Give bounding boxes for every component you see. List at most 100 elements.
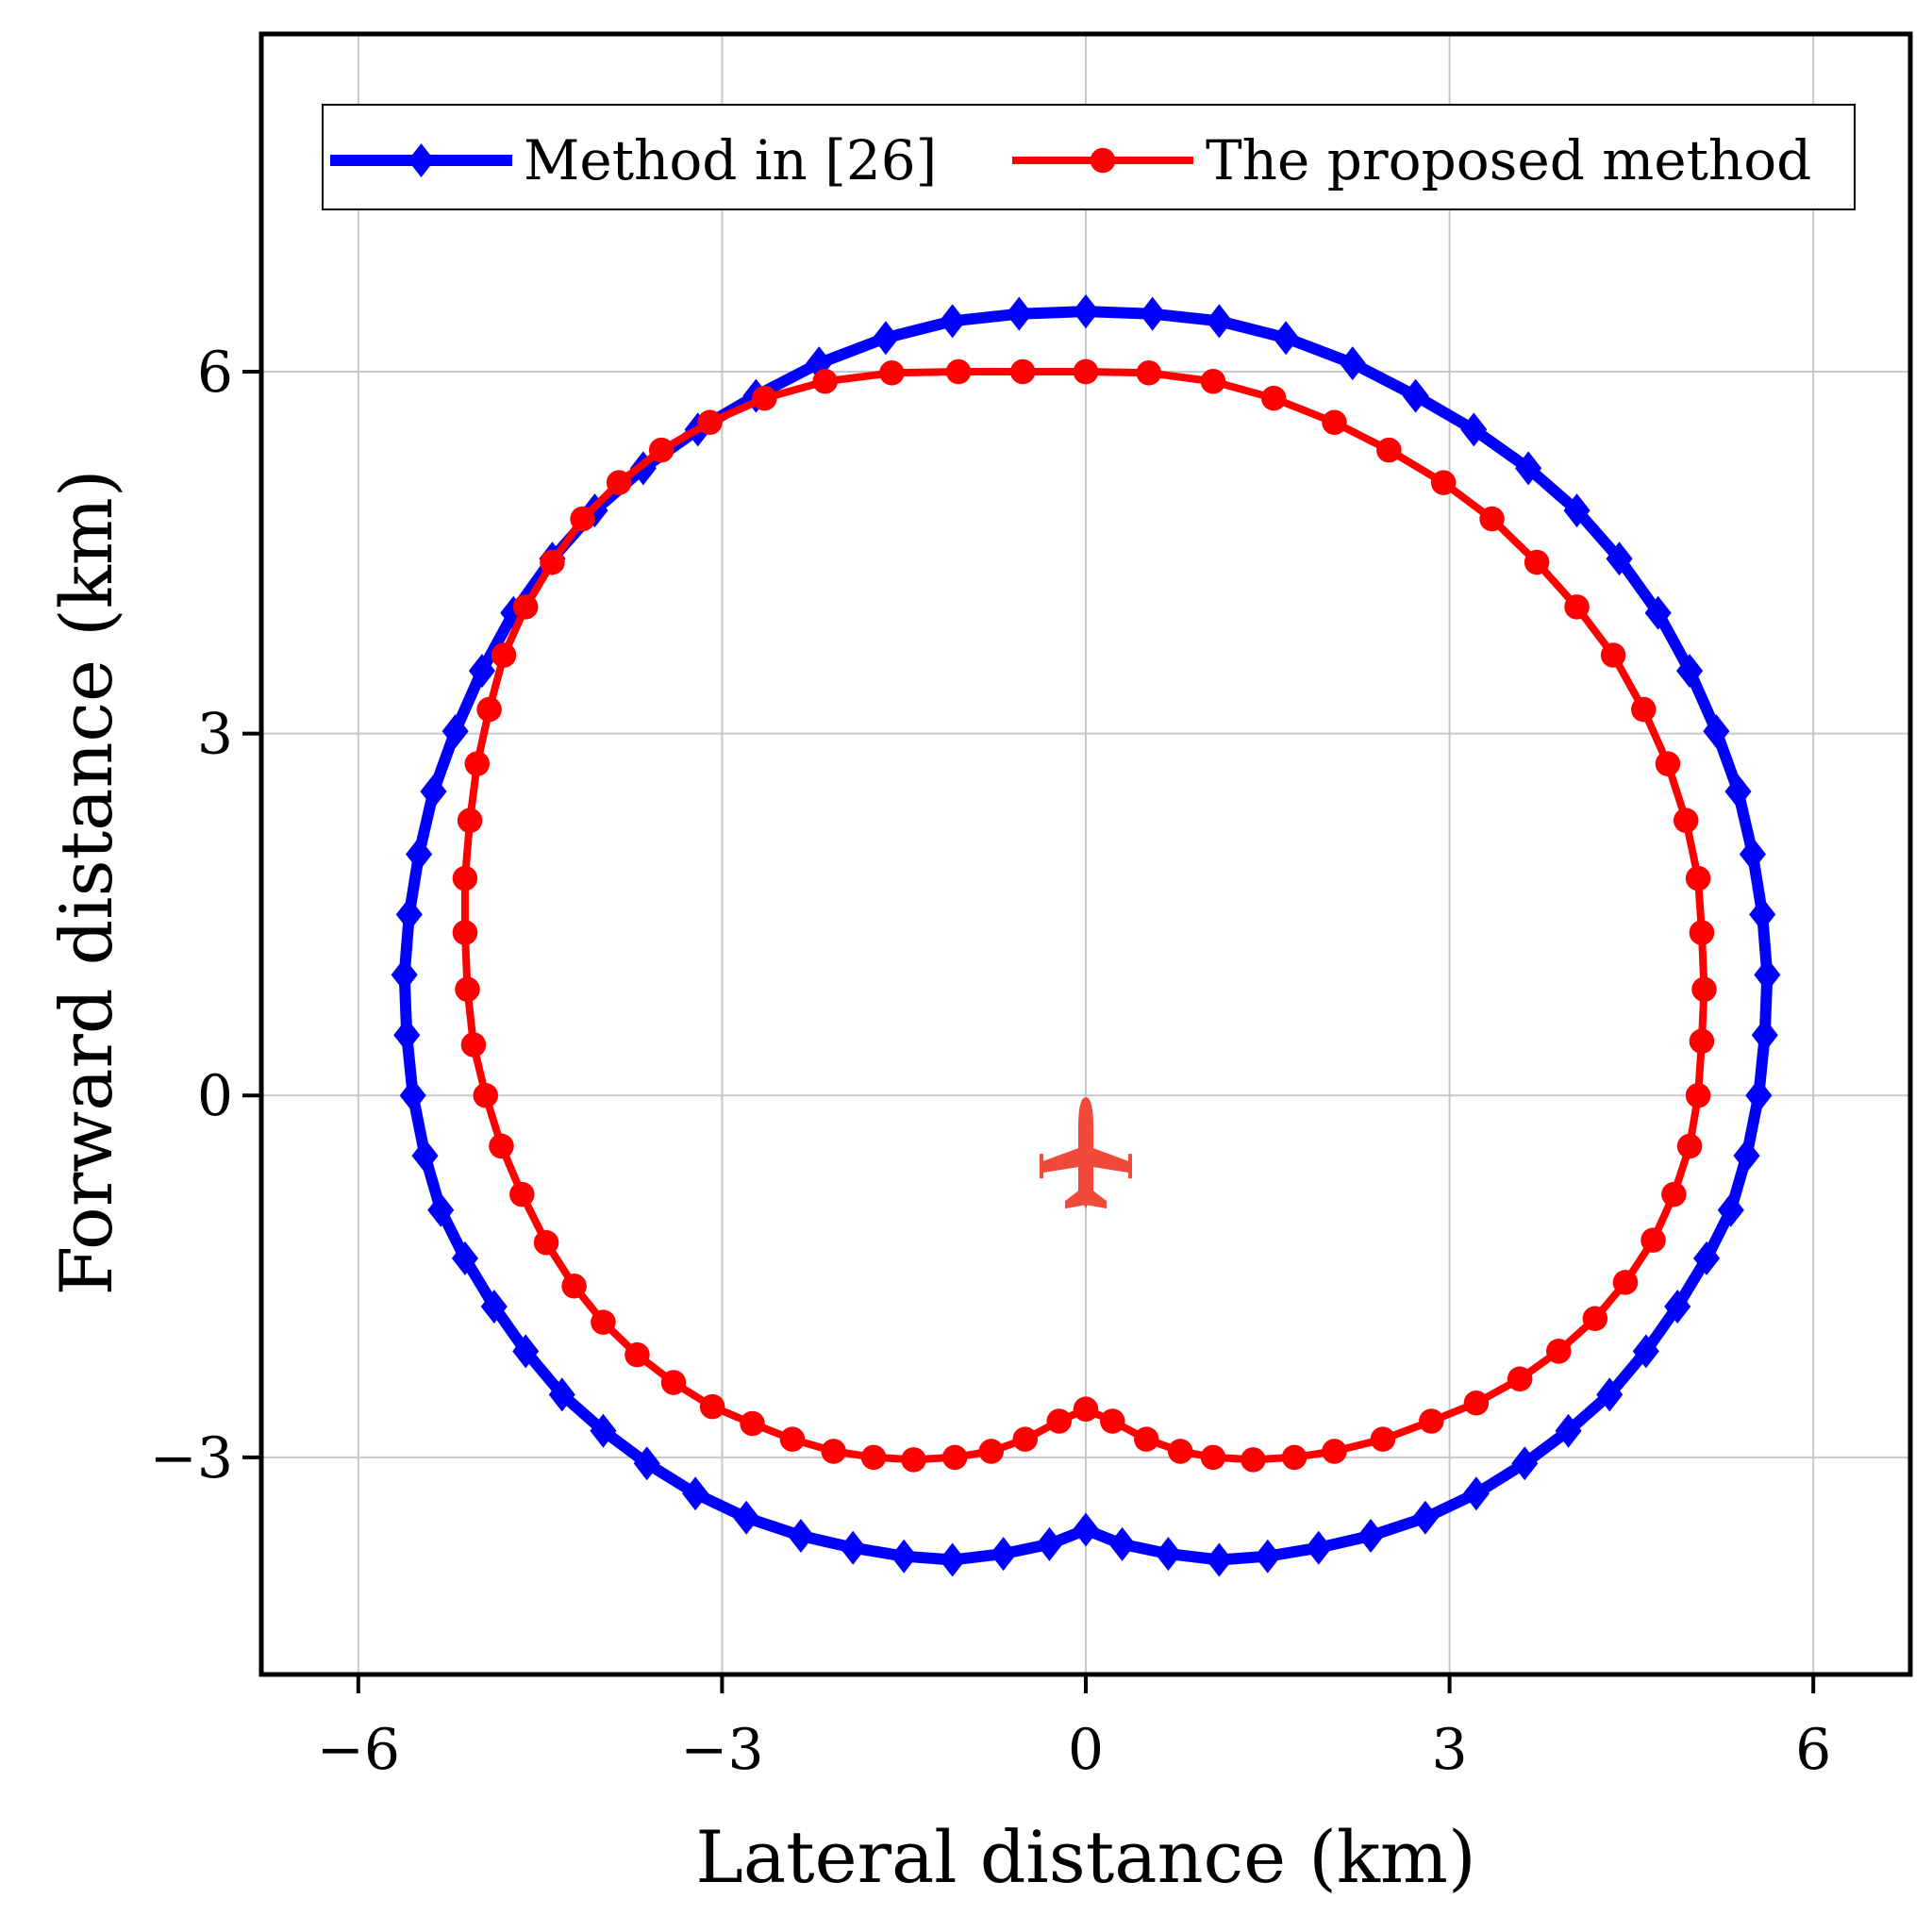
data-point <box>1322 1439 1347 1464</box>
data-point <box>1073 1396 1099 1422</box>
data-point <box>1339 346 1366 381</box>
data-point <box>1693 1241 1721 1275</box>
data-point <box>464 751 491 776</box>
data-point <box>451 1241 478 1275</box>
data-point <box>1139 296 1166 331</box>
data-point <box>1260 385 1287 411</box>
data-point <box>480 1290 508 1324</box>
data-point <box>1108 1526 1136 1561</box>
data-point <box>1582 1306 1608 1332</box>
data-point <box>1200 368 1226 394</box>
data-point <box>939 1542 966 1577</box>
data-point <box>1515 451 1542 486</box>
data-point <box>1376 437 1402 463</box>
data-point <box>420 774 447 809</box>
data-point <box>1430 470 1457 495</box>
x-tick-label: 0 <box>1068 1717 1104 1783</box>
data-point <box>1664 1290 1691 1324</box>
data-point <box>1606 541 1633 576</box>
data-point <box>1370 1426 1396 1452</box>
data-point <box>1012 1426 1038 1452</box>
legend: Method in [26] The proposed method <box>322 104 1856 210</box>
data-point <box>411 1139 439 1174</box>
data-point <box>1630 696 1657 723</box>
data-point <box>533 1229 559 1256</box>
data-point <box>1305 1530 1332 1565</box>
data-point <box>393 1018 421 1053</box>
data-point <box>1754 958 1781 992</box>
data-point <box>455 976 480 1002</box>
data-point <box>1739 837 1766 872</box>
data-point <box>441 714 469 749</box>
data-point <box>1046 1408 1072 1434</box>
data-point <box>1357 1518 1385 1553</box>
data-point <box>540 549 565 575</box>
data-point <box>591 1309 616 1335</box>
y-axis-title: Forward distance (km) <box>44 469 128 1295</box>
data-point <box>939 304 966 339</box>
data-point <box>460 1032 487 1058</box>
data-point <box>1564 594 1590 620</box>
aircraft-shape <box>1040 1097 1132 1209</box>
data-point <box>891 1539 918 1574</box>
data-point <box>1644 595 1672 630</box>
data-point <box>468 654 495 689</box>
data-point <box>1200 1444 1226 1471</box>
data-point <box>1322 409 1347 435</box>
ticks: −6 −3 0 3 6 −3 0 3 6 <box>150 340 1832 1783</box>
data-point <box>879 360 905 386</box>
aircraft-icon <box>1040 1097 1132 1209</box>
data-point <box>1511 1446 1539 1481</box>
data-point <box>606 470 632 495</box>
legend-marker <box>1090 147 1116 174</box>
data-point <box>590 1413 617 1448</box>
data-point <box>1507 1366 1533 1391</box>
data-point <box>1206 304 1233 339</box>
data-point <box>945 358 972 385</box>
data-point <box>1661 1181 1687 1208</box>
data-point <box>1206 1542 1233 1577</box>
legend-sample-red <box>1012 147 1193 174</box>
data-point <box>1600 642 1626 668</box>
y-tick-label: 0 <box>197 1063 233 1129</box>
data-point <box>1676 654 1704 689</box>
data-point <box>548 1377 575 1412</box>
data-point <box>872 321 899 356</box>
data-point <box>1563 493 1591 528</box>
data-point <box>1691 976 1717 1002</box>
data-point <box>509 1181 535 1208</box>
data-point <box>648 437 675 463</box>
data-point <box>1072 294 1100 329</box>
data-point <box>941 1444 968 1471</box>
legend-label-method-26: Method in [26] <box>524 128 937 192</box>
data-point <box>860 1444 887 1471</box>
data-point <box>1254 1539 1281 1574</box>
data-point <box>1749 897 1776 932</box>
y-tick-label: 3 <box>197 702 233 768</box>
data-point <box>990 1537 1017 1572</box>
legend-sample-blue <box>330 143 512 177</box>
x-tick-label: 6 <box>1795 1717 1831 1783</box>
data-point <box>660 1370 687 1395</box>
data-point <box>1402 378 1429 413</box>
data-point <box>489 1133 514 1159</box>
x-axis-title: Lateral distance (km) <box>695 1815 1475 1899</box>
data-point <box>625 1341 650 1368</box>
x-tick-label: −3 <box>680 1717 763 1783</box>
data-point <box>978 1439 1005 1464</box>
x-tick-label: 3 <box>1431 1717 1467 1783</box>
y-tick-label: −3 <box>150 1425 233 1491</box>
data-point <box>452 865 478 891</box>
data-point <box>570 506 595 532</box>
data-point <box>1555 1413 1582 1448</box>
x-tick-label: −6 <box>317 1717 400 1783</box>
data-point <box>740 1410 765 1437</box>
data-point <box>491 642 517 668</box>
data-point <box>1411 1500 1439 1535</box>
data-point <box>512 594 539 620</box>
data-point <box>1745 1078 1773 1113</box>
data-point <box>1006 296 1033 331</box>
data-point <box>1009 358 1036 385</box>
